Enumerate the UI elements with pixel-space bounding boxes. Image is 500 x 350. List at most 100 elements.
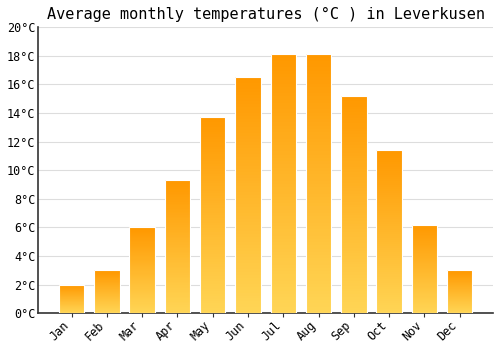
Bar (270, 303, 296, 307)
Bar (341, 136, 366, 139)
Bar (236, 101, 260, 104)
Bar (412, 238, 437, 239)
Bar (376, 203, 402, 205)
Bar (164, 185, 190, 187)
Bar (270, 174, 296, 177)
Bar (236, 310, 260, 313)
Bar (200, 137, 226, 139)
Bar (270, 122, 296, 126)
Bar (270, 106, 296, 110)
Bar (376, 262, 402, 264)
Bar (236, 187, 260, 189)
Bar (412, 252, 437, 253)
Bar (412, 298, 437, 299)
Bar (164, 302, 190, 303)
Bar (164, 276, 190, 278)
Bar (447, 284, 472, 285)
Bar (270, 210, 296, 213)
Bar (59, 288, 84, 289)
Bar (412, 227, 437, 228)
Bar (306, 223, 332, 226)
Bar (412, 246, 437, 247)
Bar (376, 177, 402, 179)
Bar (412, 312, 437, 313)
Bar (130, 234, 155, 235)
Bar (412, 253, 437, 254)
Bar (270, 274, 296, 278)
Bar (236, 107, 260, 110)
Bar (164, 278, 190, 280)
Bar (200, 149, 226, 152)
Bar (306, 113, 332, 116)
Bar (270, 229, 296, 232)
Bar (376, 248, 402, 250)
Bar (130, 280, 155, 281)
Bar (447, 310, 472, 311)
Bar (306, 164, 332, 168)
Bar (306, 77, 332, 80)
Bar (130, 295, 155, 296)
Bar (270, 61, 296, 64)
Bar (376, 244, 402, 246)
Bar (341, 104, 366, 107)
Bar (164, 293, 190, 295)
Bar (447, 289, 472, 290)
Bar (447, 304, 472, 305)
Bar (412, 250, 437, 251)
Bar (270, 278, 296, 281)
Bar (412, 261, 437, 262)
Bar (130, 237, 155, 238)
Bar (341, 226, 366, 229)
Bar (306, 278, 332, 281)
Bar (164, 282, 190, 283)
Bar (130, 272, 155, 273)
Bar (412, 228, 437, 229)
Bar (447, 281, 472, 282)
Bar (376, 236, 402, 238)
Bar (306, 68, 332, 71)
Bar (200, 311, 226, 313)
Bar (376, 183, 402, 185)
Bar (270, 93, 296, 97)
Bar (341, 202, 366, 204)
Bar (341, 183, 366, 186)
Bar (341, 128, 366, 131)
Bar (376, 201, 402, 203)
Bar (270, 142, 296, 145)
Bar (130, 241, 155, 243)
Bar (270, 187, 296, 190)
Bar (447, 295, 472, 296)
Bar (130, 277, 155, 278)
Bar (94, 283, 120, 284)
Bar (94, 282, 120, 283)
Bar (270, 84, 296, 87)
Bar (306, 213, 332, 216)
Bar (447, 290, 472, 291)
Bar (164, 180, 190, 313)
Bar (376, 246, 402, 248)
Bar (94, 284, 120, 285)
Bar (270, 87, 296, 90)
Bar (236, 225, 260, 228)
Bar (130, 266, 155, 267)
Bar (376, 222, 402, 224)
Bar (200, 166, 226, 169)
Bar (200, 262, 226, 264)
Bar (94, 288, 120, 289)
Bar (270, 203, 296, 206)
Bar (94, 296, 120, 297)
Bar (236, 127, 260, 131)
Bar (412, 270, 437, 271)
Bar (270, 190, 296, 194)
Bar (341, 218, 366, 221)
Bar (270, 287, 296, 290)
Bar (341, 281, 366, 283)
Bar (270, 248, 296, 252)
Bar (412, 283, 437, 285)
Bar (200, 264, 226, 267)
Bar (341, 172, 366, 175)
Bar (306, 307, 332, 310)
Bar (94, 304, 120, 305)
Bar (447, 276, 472, 277)
Bar (200, 308, 226, 311)
